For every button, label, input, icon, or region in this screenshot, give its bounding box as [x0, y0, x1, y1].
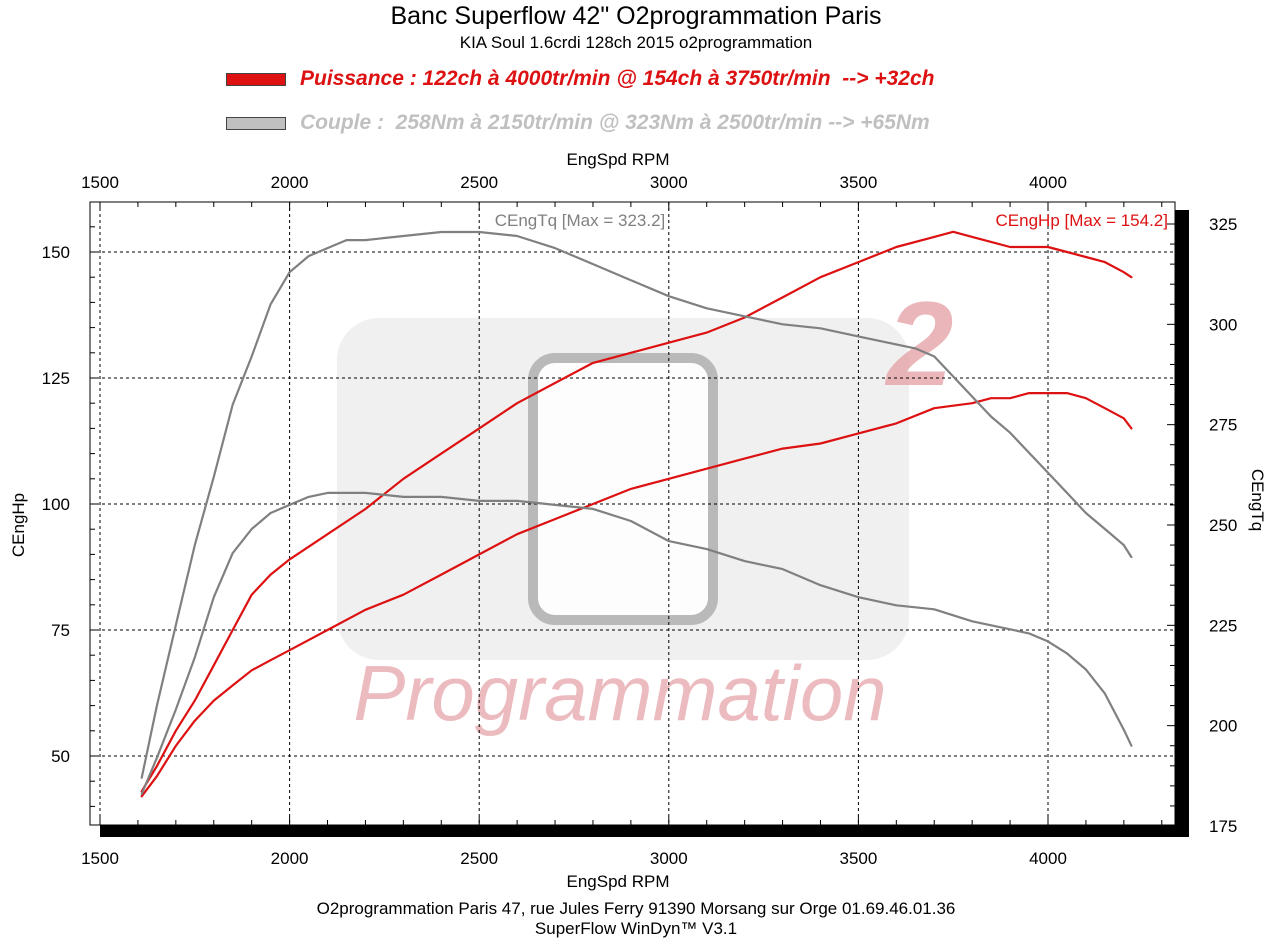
watermark-text: Programmation	[353, 649, 886, 737]
x-tick-label-top: 2000	[271, 173, 309, 192]
watermark: 2 Programmation	[337, 277, 953, 737]
legend-power: Puissance : 122ch à 4000tr/min @ 154ch à…	[226, 64, 934, 94]
y-left-tick-label: 50	[51, 747, 70, 766]
grid	[90, 202, 1175, 825]
y-right-tick-label: 275	[1209, 416, 1237, 435]
right-shadow-bar	[1175, 210, 1189, 835]
x-tick-label-top: 4000	[1029, 173, 1067, 192]
x-tick-label-top: 1500	[81, 173, 119, 192]
x-tick-label-bottom: 1500	[81, 849, 119, 868]
y-axis-title-left: CEngHp	[9, 493, 28, 557]
series-layer	[140, 230, 1133, 798]
x-tick-label-top: 3000	[650, 173, 688, 192]
chart-title: Banc Superflow 42" O2programmation Paris	[390, 2, 882, 30]
series-cengtq-stock	[140, 491, 1133, 796]
y-right-tick-label: 175	[1209, 817, 1237, 836]
x-axis-title-bottom: EngSpd RPM	[567, 872, 670, 891]
legend-torque: Couple : 258Nm à 2150tr/min @ 323Nm à 25…	[226, 108, 930, 138]
legend-power-swatch	[226, 72, 286, 86]
series-cenghp-modified	[140, 230, 1133, 793]
y-left-tick-label: 100	[42, 495, 70, 514]
x-tick-label-top: 3500	[839, 173, 877, 192]
x-tick-label-bottom: 2000	[271, 849, 309, 868]
minor-ticks	[90, 202, 1175, 825]
y-left-tick-label: 125	[42, 369, 70, 388]
footer-address: O2programmation Paris 47, rue Jules Ferr…	[316, 899, 956, 918]
bottom-shadow-bar	[100, 825, 1189, 837]
legend-torque-swatch	[226, 116, 286, 130]
y-right-tick-label: 200	[1209, 717, 1237, 736]
series-cenghp-stock	[140, 392, 1133, 798]
tick-labels: 1500 1500 2000 2000 2500 2500 3000 3000 3500 3500…	[42, 173, 1238, 868]
legend-power-text: Puissance : 122ch à 4000tr/min @ 154ch à…	[300, 67, 935, 90]
x-tick-label-bottom: 3000	[650, 849, 688, 868]
y-right-tick-label: 325	[1209, 215, 1237, 234]
footer-software: SuperFlow WinDyn™ V3.1	[534, 919, 738, 938]
series-cengtq-modified	[140, 230, 1133, 779]
y-left-tick-label: 150	[42, 243, 70, 262]
power-max-annotation: CEngHp [Max = 154.2]	[996, 211, 1168, 230]
y-right-tick-label: 225	[1209, 616, 1237, 635]
y-right-tick-label: 300	[1209, 315, 1237, 334]
x-tick-label-bottom: 4000	[1029, 849, 1067, 868]
x-tick-label-top: 2500	[460, 173, 498, 192]
torque-max-annotation: CEngTq [Max = 323.2]	[495, 211, 666, 230]
x-tick-label-bottom: 2500	[460, 849, 498, 868]
x-tick-label-bottom: 3500	[839, 849, 877, 868]
chart-subtitle: KIA Soul 1.6crdi 128ch 2015 o2programmat…	[459, 33, 813, 52]
y-left-tick-label: 75	[51, 621, 70, 640]
watermark-o-inner	[528, 353, 718, 625]
x-axis-title-top: EngSpd RPM	[567, 150, 670, 169]
legend-torque-text: Couple : 258Nm à 2150tr/min @ 323Nm à 25…	[300, 111, 930, 134]
y-right-tick-label: 250	[1209, 516, 1237, 535]
y-axis-title-right: CEngTq	[1248, 469, 1267, 531]
